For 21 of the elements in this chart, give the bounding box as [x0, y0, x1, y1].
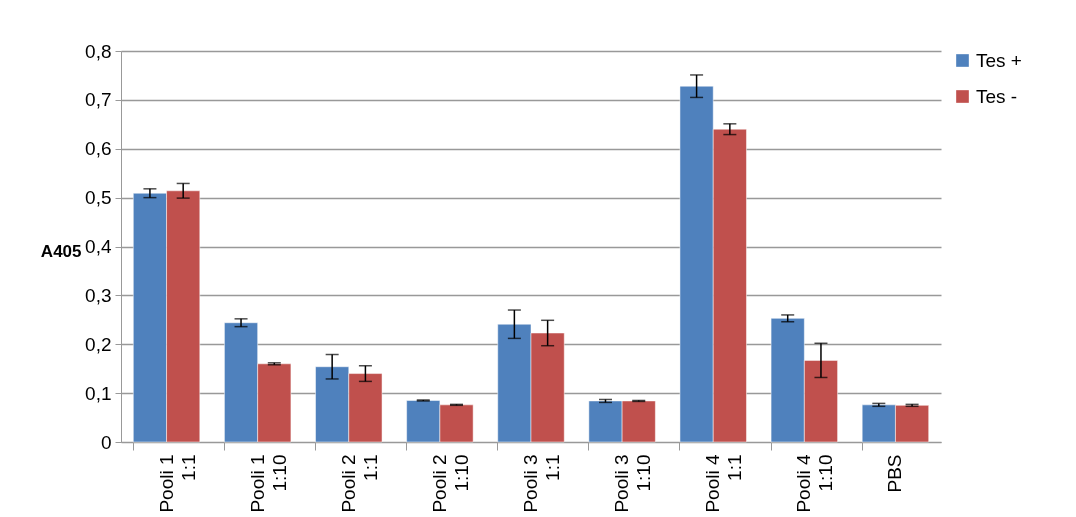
y-tick-label: 0,1	[85, 382, 112, 404]
y-tick-label: 0,5	[85, 187, 112, 209]
y-axis-title: A405	[40, 241, 82, 261]
x-tick-label: Pooli 1 1:1	[155, 454, 199, 513]
y-tick-label: 0,3	[85, 284, 112, 306]
y-tick-label: 0,6	[85, 138, 112, 160]
y-tick-label: 0,8	[85, 40, 112, 62]
x-tick-label: Pooli 3 1:1	[520, 454, 563, 513]
y-tick-label: 0,4	[85, 236, 112, 257]
y-tick-label: 0	[100, 431, 112, 453]
x-tick-label: PBS	[884, 454, 906, 493]
legend-label: Tes +	[976, 49, 1022, 71]
legend-label: Tes -	[976, 85, 1018, 107]
x-tick-label: Pooli 4 1:10	[793, 454, 837, 513]
x-tick-label: Pooli 2 1:1	[337, 454, 381, 513]
y-tick-label: 0,7	[85, 89, 112, 111]
x-tick-label: Pooli 3 1:10	[611, 454, 655, 513]
x-tick-label: Pooli 1 1:10	[246, 454, 290, 513]
x-tick-label: Pooli 2 1:10	[428, 454, 472, 513]
x-tick-label: Pooli 4 1:1	[702, 454, 746, 513]
y-tick-label: 0,2	[85, 333, 112, 355]
